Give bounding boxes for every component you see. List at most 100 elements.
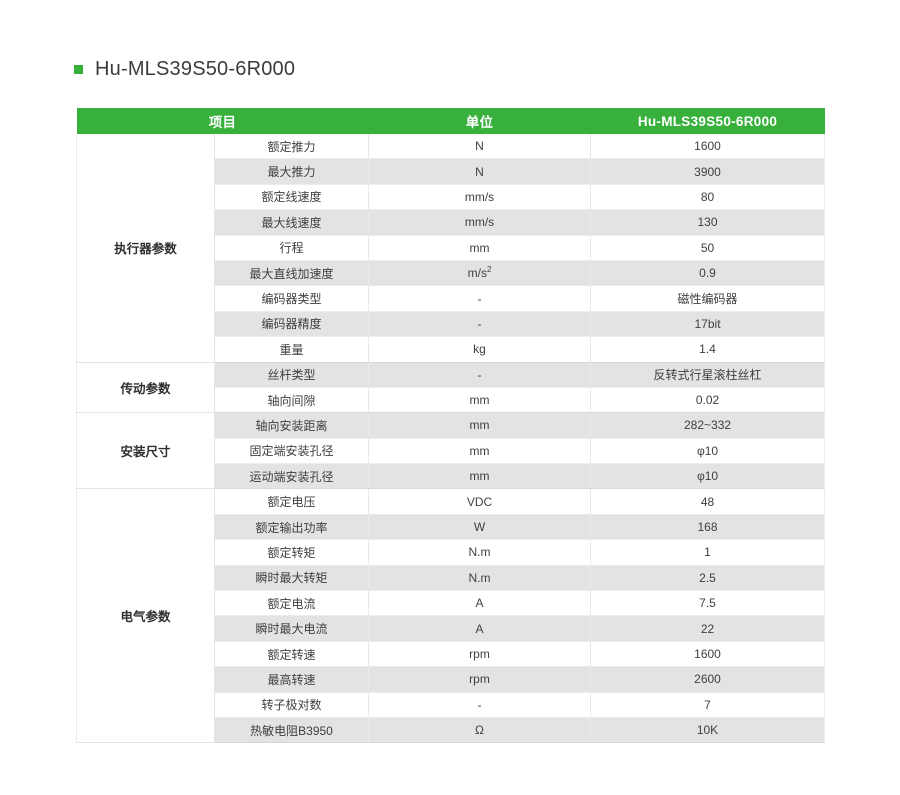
- row-value: 48: [590, 488, 826, 515]
- table-row: 瞬时最大电流 A 22: [77, 615, 826, 642]
- table-row: 额定输出功率 W 168: [77, 514, 826, 541]
- row-value: 0.9: [590, 260, 826, 287]
- bullet-square-icon: [74, 64, 83, 74]
- row-item-label: 编码器类型: [214, 285, 370, 312]
- table-row: 编码器精度 -17bit: [77, 311, 826, 338]
- table-row: 最高转速 rpm 2600: [77, 666, 826, 693]
- row-value: 1: [590, 539, 826, 566]
- row-unit: A: [368, 615, 592, 642]
- table-row: 重量 kg 1.4: [77, 336, 826, 363]
- group-label-4: 电气参数: [76, 488, 215, 744]
- row-unit: A: [368, 590, 592, 617]
- row-value: 2.5: [590, 565, 826, 592]
- row-item-label: 丝杆类型: [214, 362, 370, 388]
- page-title-text: Hu-MLS39S50-6R000: [95, 58, 296, 80]
- row-unit: rpm: [368, 641, 592, 668]
- row-value: 磁性编码器: [590, 285, 826, 312]
- table-row: 编码器类型 - 磁性编码器: [77, 285, 826, 312]
- table-row: 轴向间隙 mm 0.02: [77, 387, 826, 414]
- row-unit: mm/s: [368, 209, 592, 236]
- row-item-label: 额定电流: [214, 590, 370, 617]
- row-item-label: 瞬时最大电流: [214, 615, 370, 642]
- row-value: 168: [590, 514, 826, 541]
- row-item-label: 额定转矩: [214, 539, 370, 566]
- row-item-label: 重量: [214, 336, 370, 363]
- row-unit: mm/s: [368, 184, 592, 211]
- row-unit: m/s2: [368, 260, 592, 287]
- table-header-row: 项目 单位 Hu-MLS39S50-6R000: [76, 108, 825, 134]
- row-item-label: 额定线速度: [214, 184, 370, 211]
- table-row: 行程 mm 50: [77, 235, 826, 261]
- table-row: 电气参数 额定电压 VDC 48: [76, 488, 826, 744]
- table-row: 额定转速 rpm 1600: [77, 641, 826, 668]
- row-unit: Ω: [368, 717, 592, 744]
- row-value: 反转式行星滚柱丝杠: [590, 362, 826, 388]
- spec-table-body: 执行器参数 额定推力 N 1600 最大推力 N 3900 额定线速度 mm/s 80 最大线速度 m…: [76, 134, 826, 744]
- row-item-label: 瞬时最大转矩: [214, 565, 370, 592]
- group-label-2: 传动参数: [76, 362, 215, 414]
- table-row: 额定转矩 N.m 1: [77, 539, 826, 566]
- page-title: Hu-MLS39S50-6R000: [0, 0, 900, 80]
- row-item-label: 最大线速度: [214, 209, 370, 236]
- row-value: 10K: [590, 717, 826, 744]
- table-row: 瞬时最大转矩 N.m 2.5: [77, 565, 826, 592]
- row-item-label: 编码器精度: [214, 311, 370, 338]
- row-value: 282~332: [590, 412, 826, 439]
- column-header-value: Hu-MLS39S50-6R000: [590, 108, 825, 134]
- row-item-label: 热敏电阻B3950: [214, 717, 370, 744]
- row-item-label: 转子极对数: [214, 692, 370, 718]
- row-value: 17bit: [590, 311, 826, 338]
- row-unit: -: [368, 285, 592, 312]
- group-label-1: 执行器参数: [76, 134, 215, 363]
- row-unit: W: [368, 514, 592, 541]
- row-unit: N: [368, 134, 592, 160]
- table-row: 运动端安装孔径 mm φ10: [77, 463, 826, 490]
- table-row: 固定端安装孔径 mm φ10: [77, 438, 826, 465]
- table-row: 最大直线加速度 m/s2 0.9: [77, 260, 826, 287]
- row-unit: N: [368, 158, 592, 185]
- row-item-label: 最大推力: [214, 158, 370, 185]
- row-item-label: 固定端安装孔径: [214, 438, 370, 465]
- row-unit: -: [368, 692, 592, 718]
- row-unit: -: [368, 362, 592, 388]
- row-item-label: 额定转速: [214, 641, 370, 668]
- row-value: 22: [590, 615, 826, 642]
- row-value: 1.4: [590, 336, 826, 363]
- table-row: 转子极对数 -7: [77, 692, 826, 718]
- row-value: 3900: [590, 158, 826, 185]
- row-value: 130: [590, 209, 826, 236]
- row-value: 2600: [590, 666, 826, 693]
- column-header-unit: 单位: [368, 108, 591, 134]
- row-item-label: 最高转速: [214, 666, 370, 693]
- column-header-item: 项目: [76, 108, 369, 134]
- row-unit: mm: [368, 235, 592, 261]
- row-value: 80: [590, 184, 826, 211]
- row-item-label: 额定电压: [214, 488, 370, 515]
- table-row: 执行器参数 额定推力 N 1600: [76, 134, 826, 363]
- row-unit: -: [368, 311, 592, 338]
- row-item-label: 额定输出功率: [214, 514, 370, 541]
- table-row: 最大线速度 mm/s 130: [77, 209, 826, 236]
- row-value: 7: [590, 692, 826, 718]
- row-item-label: 运动端安装孔径: [214, 463, 370, 490]
- row-item-label: 额定推力: [214, 134, 370, 160]
- row-unit: kg: [368, 336, 592, 363]
- table-row: 安装尺寸 轴向安装距离 mm 282~332: [76, 412, 826, 490]
- row-unit: N.m: [368, 539, 592, 566]
- row-item-label: 轴向安装距离: [214, 412, 370, 439]
- row-item-label: 最大直线加速度: [214, 260, 370, 287]
- row-value: 1600: [590, 134, 826, 160]
- row-unit: mm: [368, 387, 592, 414]
- row-unit: mm: [368, 438, 592, 465]
- table-row: 最大推力 N 3900: [77, 158, 826, 185]
- table-row: 热敏电阻B3950 Ω 10K: [77, 717, 826, 744]
- spec-table-head: 项目 单位 Hu-MLS39S50-6R000: [76, 108, 825, 134]
- row-unit: rpm: [368, 666, 592, 693]
- table-row: 额定线速度 mm/s 80: [77, 184, 826, 211]
- spec-table: 项目 单位 Hu-MLS39S50-6R000 执行器参数 额定推力 N 1600 最大…: [76, 108, 826, 744]
- row-value: 7.5: [590, 590, 826, 617]
- row-unit: mm: [368, 463, 592, 490]
- row-value: 1600: [590, 641, 826, 668]
- row-item-label: 行程: [214, 235, 370, 261]
